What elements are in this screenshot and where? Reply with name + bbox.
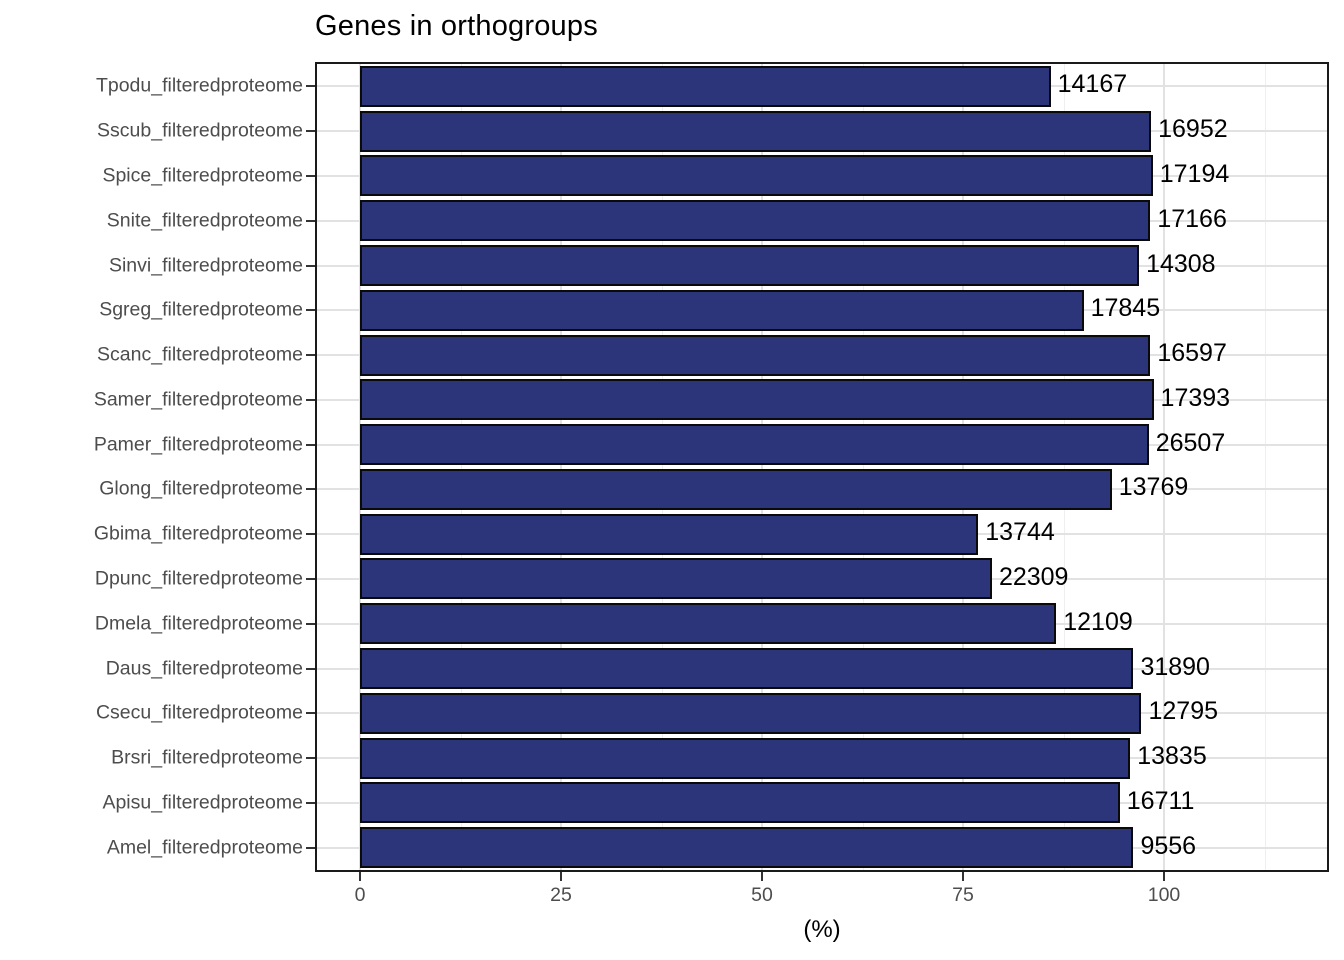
y-tick-mark	[306, 801, 315, 804]
y-tick-mark	[306, 85, 315, 88]
x-tick-mark	[359, 872, 361, 881]
x-tick-label: 100	[1147, 884, 1181, 906]
bar-value-label: 17166	[1157, 204, 1227, 233]
bar-value-label: 22309	[998, 562, 1069, 591]
bar	[360, 558, 992, 600]
bar-value-label: 9556	[1140, 831, 1197, 860]
bar-value-label: 26507	[1155, 428, 1226, 457]
x-tick-label: 75	[952, 884, 974, 906]
y-tick-mark	[306, 533, 315, 536]
bar	[360, 245, 1140, 286]
x-tick-label: 0	[354, 884, 366, 906]
x-axis-title: (%)	[803, 916, 841, 943]
bar	[360, 200, 1151, 242]
x-tick-mark	[962, 872, 964, 881]
bar-value-label: 13835	[1137, 742, 1207, 771]
y-axis-label: Brsri_filteredproteome	[111, 746, 303, 769]
y-axis-label: Spice_filteredproteome	[102, 164, 303, 187]
bar	[360, 827, 1134, 869]
y-axis-label: Sscub_filteredproteome	[97, 119, 303, 142]
bar-value-label: 17845	[1090, 294, 1161, 323]
bar	[360, 513, 979, 555]
chart-title: Genes in orthogroups	[315, 10, 598, 42]
major-gridline	[761, 64, 763, 870]
bar	[360, 648, 1134, 689]
bar-value-label: 12109	[1063, 607, 1133, 636]
bar-value-label: 14308	[1146, 249, 1216, 278]
y-axis-label: Apisu_filteredproteome	[102, 791, 303, 814]
bar-value-label: 17393	[1160, 383, 1231, 412]
y-tick-mark	[306, 309, 315, 312]
bar	[360, 155, 1153, 197]
y-axis-label: Gbima_filteredproteome	[93, 522, 303, 545]
major-gridline	[962, 64, 964, 870]
bar-value-label: 16597	[1157, 339, 1227, 368]
y-tick-mark	[306, 712, 315, 715]
bar-value-label: 17194	[1159, 159, 1230, 188]
bar	[360, 289, 1084, 331]
bar-value-label: 13769	[1118, 473, 1189, 502]
y-axis-label: Samer_filteredproteome	[93, 388, 303, 411]
y-tick-mark	[306, 354, 315, 357]
bar	[360, 379, 1154, 421]
minor-gridline	[862, 64, 864, 870]
minor-gridline	[661, 64, 663, 870]
bar-value-label: 16711	[1126, 786, 1195, 815]
bar	[360, 110, 1152, 152]
y-tick-mark	[306, 622, 315, 625]
minor-gridline	[1264, 64, 1266, 870]
x-tick-mark	[1163, 872, 1165, 881]
y-tick-mark	[306, 488, 315, 491]
y-axis-label: Amel_filteredproteome	[106, 836, 303, 859]
bar	[360, 737, 1131, 779]
y-tick-mark	[306, 398, 315, 401]
y-tick-mark	[306, 264, 315, 267]
bar-value-label: 14167	[1057, 70, 1128, 99]
y-tick-mark	[306, 667, 315, 670]
y-tick-mark	[306, 577, 315, 580]
y-tick-mark	[306, 174, 315, 177]
bar-value-label: 31890	[1140, 652, 1210, 681]
y-axis-label: Daus_filteredproteome	[105, 657, 303, 679]
y-tick-mark	[306, 219, 315, 222]
minor-gridline	[1063, 64, 1065, 870]
bar	[360, 468, 1112, 510]
y-axis-label: Tpodu_filteredproteome	[95, 74, 303, 97]
bar-value-label: 13744	[985, 518, 1055, 547]
major-gridline	[560, 64, 562, 870]
bar	[360, 603, 1057, 645]
bar	[360, 424, 1149, 466]
x-tick-mark	[560, 872, 562, 881]
bar	[360, 334, 1151, 376]
y-tick-mark	[306, 443, 315, 446]
y-axis-label: Scanc_filteredproteome	[97, 343, 303, 366]
y-axis-label: Snite_filteredproteome	[106, 209, 303, 232]
y-tick-mark	[306, 846, 315, 849]
y-axis-label: Dpunc_filteredproteome	[94, 567, 303, 590]
y-axis-label: Sgreg_filteredproteome	[99, 298, 303, 321]
bar-value-label: 12795	[1148, 697, 1219, 726]
bar	[360, 782, 1120, 824]
y-axis-label: Csecu_filteredproteome	[95, 701, 303, 724]
bar-value-label: 16952	[1158, 115, 1228, 144]
minor-gridline	[460, 64, 462, 870]
y-tick-mark	[306, 757, 315, 760]
y-axis-label: Glong_filteredproteome	[99, 477, 303, 500]
y-tick-mark	[306, 130, 315, 133]
major-gridline	[1163, 64, 1165, 870]
y-axis-label: Sinvi_filteredproteome	[108, 254, 303, 276]
x-tick-label: 25	[550, 884, 572, 906]
x-tick-mark	[761, 872, 763, 881]
bar	[360, 65, 1051, 107]
bar	[360, 692, 1142, 734]
y-axis-label: Pamer_filteredproteome	[93, 433, 303, 456]
plot-panel: 14167 16952 17194 17166 14308 17845 16597 17393…	[315, 62, 1329, 872]
y-axis-label: Dmela_filteredproteome	[94, 612, 303, 635]
x-tick-label: 50	[751, 884, 773, 906]
major-gridline	[359, 64, 361, 870]
